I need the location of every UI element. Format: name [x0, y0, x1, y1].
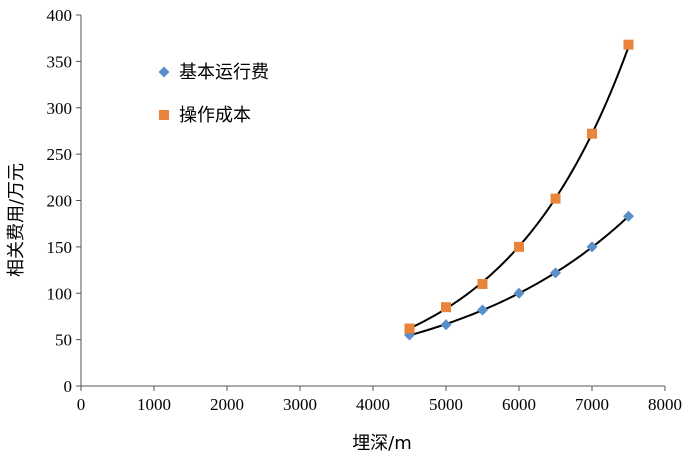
- data-point-diamond: [550, 267, 561, 279]
- data-point-diamond: [513, 287, 525, 299]
- legend-label: 操作成本: [179, 105, 251, 126]
- data-point-square: [587, 128, 597, 139]
- x-axis-label: 埋深/m: [352, 433, 412, 454]
- x-tick-label: 1000: [137, 395, 171, 414]
- legend-marker-diamond: [158, 66, 170, 78]
- data-point-square: [623, 39, 634, 50]
- y-tick-label: 150: [47, 238, 73, 257]
- trendline-1: [409, 215, 630, 337]
- data-point-diamond: [586, 241, 598, 253]
- x-tick-label: 0: [77, 395, 86, 414]
- legend-label: 基本运行费: [179, 62, 269, 83]
- y-tick-label: 300: [47, 99, 73, 118]
- data-point-square: [404, 323, 415, 334]
- x-tick-label: 7000: [575, 395, 609, 414]
- x-tick-label: 5000: [429, 395, 463, 414]
- data-point-square: [477, 278, 488, 289]
- y-tick-label: 200: [47, 192, 73, 211]
- legend-marker-square: [159, 110, 169, 120]
- y-tick-label: 400: [47, 6, 73, 25]
- y-tick-label: 250: [47, 145, 73, 164]
- y-tick-label: 350: [47, 52, 73, 71]
- x-tick-label: 2000: [210, 395, 244, 414]
- data-point-square: [514, 241, 524, 252]
- data-point-square: [441, 302, 451, 313]
- data-point-square: [550, 193, 561, 204]
- x-tick-label: 6000: [502, 395, 536, 414]
- x-tick-label: 4000: [356, 395, 390, 414]
- data-point-diamond: [477, 304, 488, 316]
- markers: [404, 39, 634, 341]
- data-point-diamond: [440, 319, 452, 331]
- y-axis-label: 相关费用/万元: [6, 163, 27, 277]
- axes: 0 1000 2000 3000 4000 5000 6000 7000 8000 0 50 100 1…: [47, 6, 683, 414]
- y-tick-label: 50: [55, 331, 72, 350]
- x-tick-label: 3000: [283, 395, 317, 414]
- data-point-diamond: [623, 210, 634, 222]
- y-tick-label: 100: [47, 284, 73, 303]
- x-tick-label: 8000: [648, 395, 682, 414]
- y-tick-label: 0: [64, 377, 73, 396]
- trendline-2: [409, 46, 630, 330]
